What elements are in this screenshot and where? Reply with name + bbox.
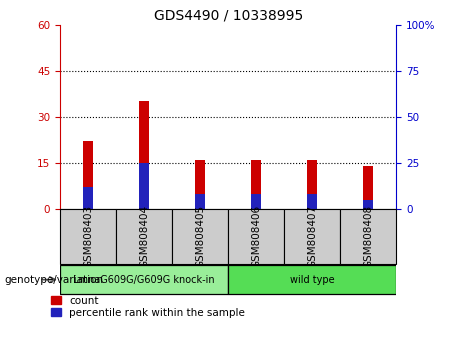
Text: GSM808403: GSM808403 (83, 205, 93, 268)
Bar (195, 194, 205, 209)
Title: GDS4490 / 10338995: GDS4490 / 10338995 (154, 8, 303, 22)
Legend: count, percentile rank within the sample: count, percentile rank within the sample (51, 296, 245, 318)
Text: wild type: wild type (290, 275, 335, 285)
Text: GSM808408: GSM808408 (363, 205, 373, 268)
Text: GSM808407: GSM808407 (307, 205, 317, 268)
Bar (228, 209, 284, 264)
Bar (195, 160, 205, 209)
Bar (116, 209, 172, 264)
Bar (307, 160, 317, 209)
Bar (60, 266, 228, 294)
Text: GSM808406: GSM808406 (251, 205, 261, 268)
Bar (172, 209, 228, 264)
Text: LmnaG609G/G609G knock-in: LmnaG609G/G609G knock-in (73, 275, 215, 285)
Bar (139, 163, 149, 209)
Text: genotype/variation: genotype/variation (5, 275, 104, 285)
Bar (340, 209, 396, 264)
Bar (83, 187, 93, 209)
Bar (139, 102, 149, 209)
Bar (284, 209, 340, 264)
Bar (251, 194, 261, 209)
Bar (363, 200, 373, 209)
Bar (83, 141, 93, 209)
Text: GSM808404: GSM808404 (139, 205, 149, 268)
Bar (307, 194, 317, 209)
Bar (60, 209, 116, 264)
Bar (228, 266, 396, 294)
Bar (363, 166, 373, 209)
Text: GSM808405: GSM808405 (195, 205, 205, 268)
Bar (251, 160, 261, 209)
